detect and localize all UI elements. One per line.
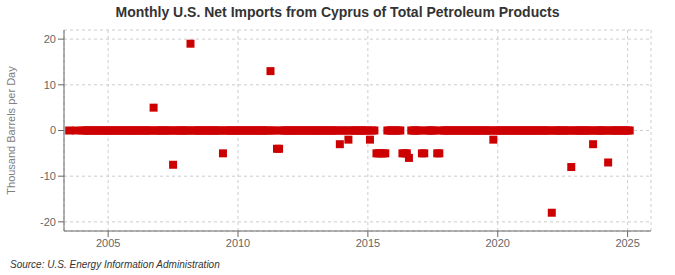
html-text:Source: U.S. Energy Informatio: Source: U.S. Energy Information Administ… [10, 259, 220, 270]
svg-text:2020: 2020 [486, 237, 510, 249]
svg-text:2015: 2015 [356, 237, 380, 249]
svg-text:2005: 2005 [96, 237, 120, 249]
svg-text:Thousand Barrels per Day: Thousand Barrels per Day [8, 66, 17, 195]
svg-text:-20: -20 [40, 216, 56, 228]
svg-text:0: 0 [50, 124, 56, 136]
svg-text:2010: 2010 [226, 237, 250, 249]
svg-text:2025: 2025 [615, 237, 639, 249]
html-text:Monthly U.S. Net Imports from: Monthly U.S. Net Imports from Cyprus of … [115, 4, 560, 20]
svg-text:10: 10 [44, 79, 56, 91]
svg-text:20: 20 [44, 33, 56, 45]
svg-text:-10: -10 [40, 170, 56, 182]
